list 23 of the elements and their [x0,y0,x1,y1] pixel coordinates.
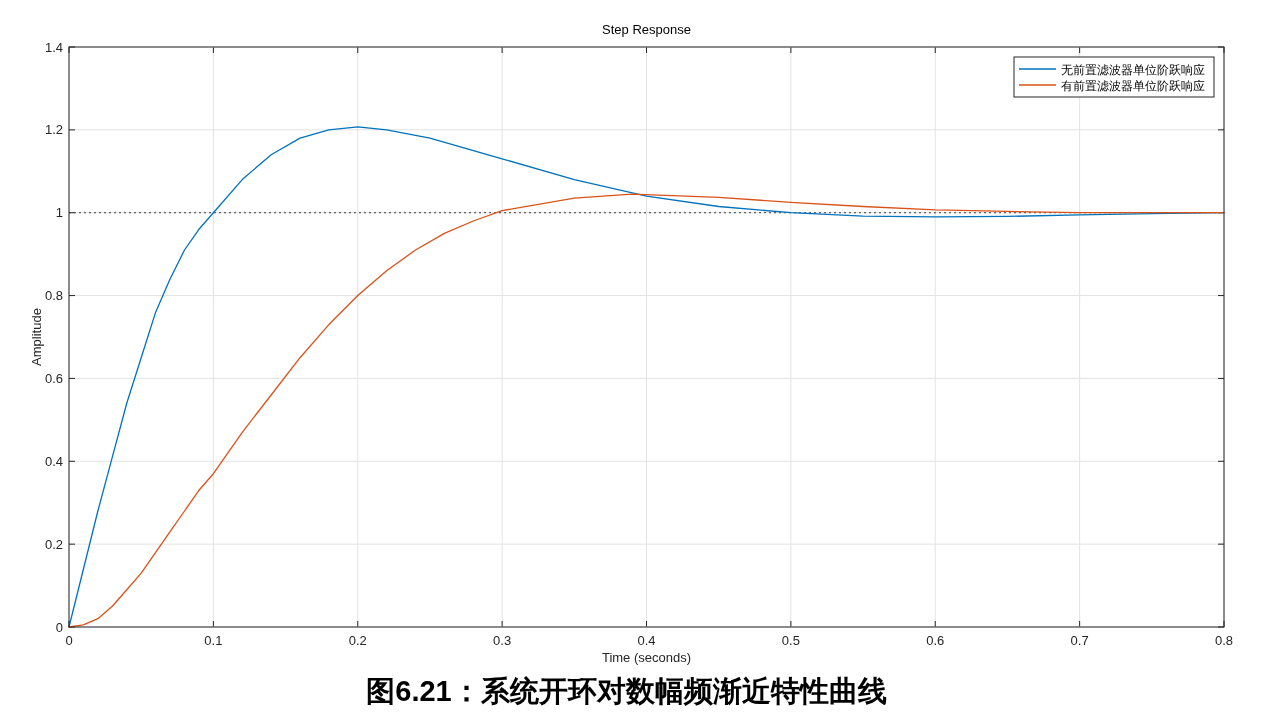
y-tick-label: 0.2 [44,536,63,552]
x-tick-label: 0.8 [1214,633,1234,648]
x-tick-label: 0.2 [348,633,367,648]
x-tick-label: 0.4 [637,633,656,648]
y-tick-label: 1.4 [44,39,63,55]
x-tick-label: 0.6 [926,633,945,648]
x-axis-title: Time (seconds) [601,650,692,665]
y-tick-label: 1.2 [44,122,63,138]
y-axis-title: Amplitude [29,308,44,366]
y-tick-label: 0.8 [44,288,63,304]
chart-title: Step Response [602,22,691,37]
caption: 图6.21：系统开环对数幅频渐近特性曲线 [366,675,887,707]
legend-label: 有前置滤波器单位阶跃响应 [1061,78,1205,93]
y-tick-label: 0.4 [44,453,63,469]
y-tick-label: 0.6 [44,370,63,386]
y-tick-label: 0 [55,619,63,635]
y-tick-label: 1 [55,205,63,221]
x-tick-label: 0.3 [493,633,512,648]
x-tick-label: 0.7 [1070,633,1089,648]
x-tick-label: 0.1 [204,633,223,648]
legend-label: 无前置滤波器单位阶跃响应 [1061,62,1205,77]
x-tick-label: 0 [65,633,73,648]
x-tick-label: 0.5 [781,633,800,648]
